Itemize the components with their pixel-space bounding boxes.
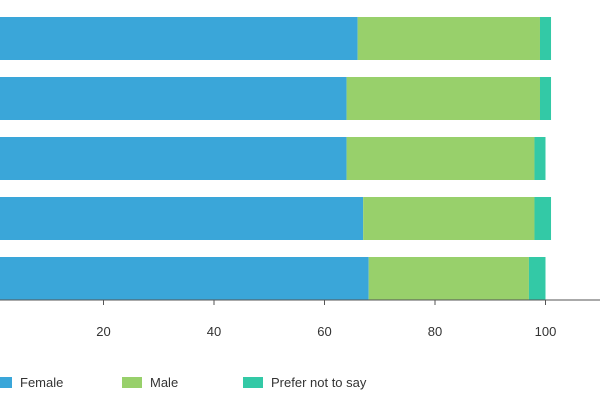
bar-prefer-not-to-say-row-1 — [539, 17, 552, 60]
bar-prefer-not-to-say-row-2 — [539, 77, 552, 120]
x-tick-label-40: 40 — [207, 324, 221, 339]
legend-item-prefer-not-to-say: Prefer not to say — [243, 375, 367, 390]
bar-male-row-1 — [357, 17, 540, 60]
legend-swatch-prefer-not-to-say — [243, 377, 263, 388]
bar-male-row-2 — [346, 77, 540, 120]
legend-swatch-female — [0, 377, 12, 388]
x-tick-label-60: 60 — [317, 324, 331, 339]
legend: Female Male Prefer not to say — [0, 375, 367, 390]
x-tick-label-80: 80 — [428, 324, 442, 339]
bar-male-row-5 — [368, 257, 529, 300]
bar-prefer-not-to-say-row-4 — [534, 197, 552, 240]
bar-male-row-3 — [346, 137, 535, 180]
bar-female-row-2 — [0, 77, 347, 120]
legend-label-prefer-not-to-say: Prefer not to say — [271, 375, 367, 390]
x-axis: 20 40 60 80 100 — [0, 299, 600, 339]
bar-prefer-not-to-say-row-3 — [534, 137, 546, 180]
bar-female-row-3 — [0, 137, 347, 180]
bar-female-row-4 — [0, 197, 364, 240]
bar-female-row-1 — [0, 17, 358, 60]
bars-layer — [0, 17, 552, 300]
legend-label-male: Male — [150, 375, 178, 390]
x-tick-label-20: 20 — [96, 324, 110, 339]
legend-item-male: Male — [122, 375, 178, 390]
x-tick-label-100: 100 — [535, 324, 557, 339]
legend-swatch-male — [122, 377, 142, 388]
legend-label-female: Female — [20, 375, 63, 390]
legend-item-female: Female — [0, 375, 63, 390]
bar-male-row-4 — [363, 197, 535, 240]
bar-female-row-5 — [0, 257, 369, 300]
bar-prefer-not-to-say-row-5 — [528, 257, 546, 300]
